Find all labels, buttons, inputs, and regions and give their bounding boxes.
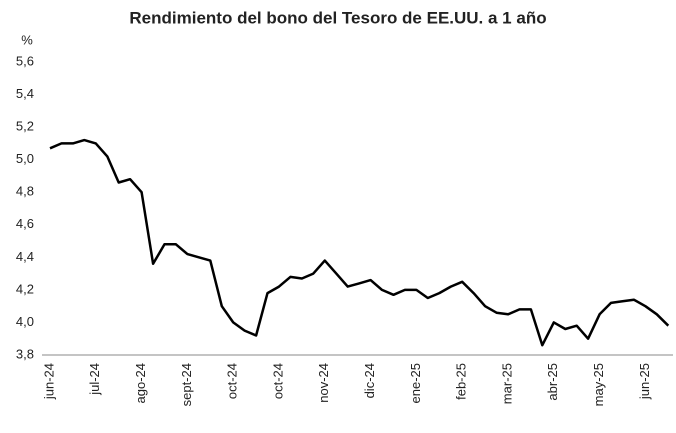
y-axis-label: % (21, 32, 33, 47)
x-tick-label: ene-25 (408, 363, 423, 403)
x-tick-label: oct-24 (270, 363, 285, 399)
x-tick-label: feb-25 (454, 363, 469, 400)
y-tick-label: 5,4 (16, 86, 34, 101)
y-tick-label: 4,8 (16, 184, 34, 199)
x-tick-label: mar-25 (499, 363, 514, 404)
line (49, 138, 670, 347)
x-tick-label: may-25 (591, 363, 606, 406)
x-tick-label: ago-24 (133, 363, 148, 403)
y-tick-label: 4,0 (16, 314, 34, 329)
x-tick-label: nov-24 (316, 363, 331, 403)
x-tick-label: dic-24 (362, 363, 377, 398)
y-tick-label: 5,6 (16, 53, 34, 68)
x-tick-label: jun-24 (41, 363, 56, 400)
y-tick-label: 5,2 (16, 119, 34, 134)
x-tick-label: jul-24 (87, 363, 102, 396)
x-tick-label: abr-25 (545, 363, 560, 401)
x-tick-label: sept-24 (179, 363, 194, 406)
y-tick-label: 4,2 (16, 281, 34, 296)
y-tick-label: 4,4 (16, 249, 34, 264)
chart-title: Rendimiento del bono del Tesoro de EE.UU… (129, 8, 546, 27)
x-tick-label: jun-25 (637, 363, 652, 400)
y-tick-label: 4,6 (16, 216, 34, 231)
x-tick-label: oct-24 (225, 363, 240, 399)
y-tick-label: 5,0 (16, 151, 34, 166)
y-tick-label: 3,8 (16, 346, 34, 361)
